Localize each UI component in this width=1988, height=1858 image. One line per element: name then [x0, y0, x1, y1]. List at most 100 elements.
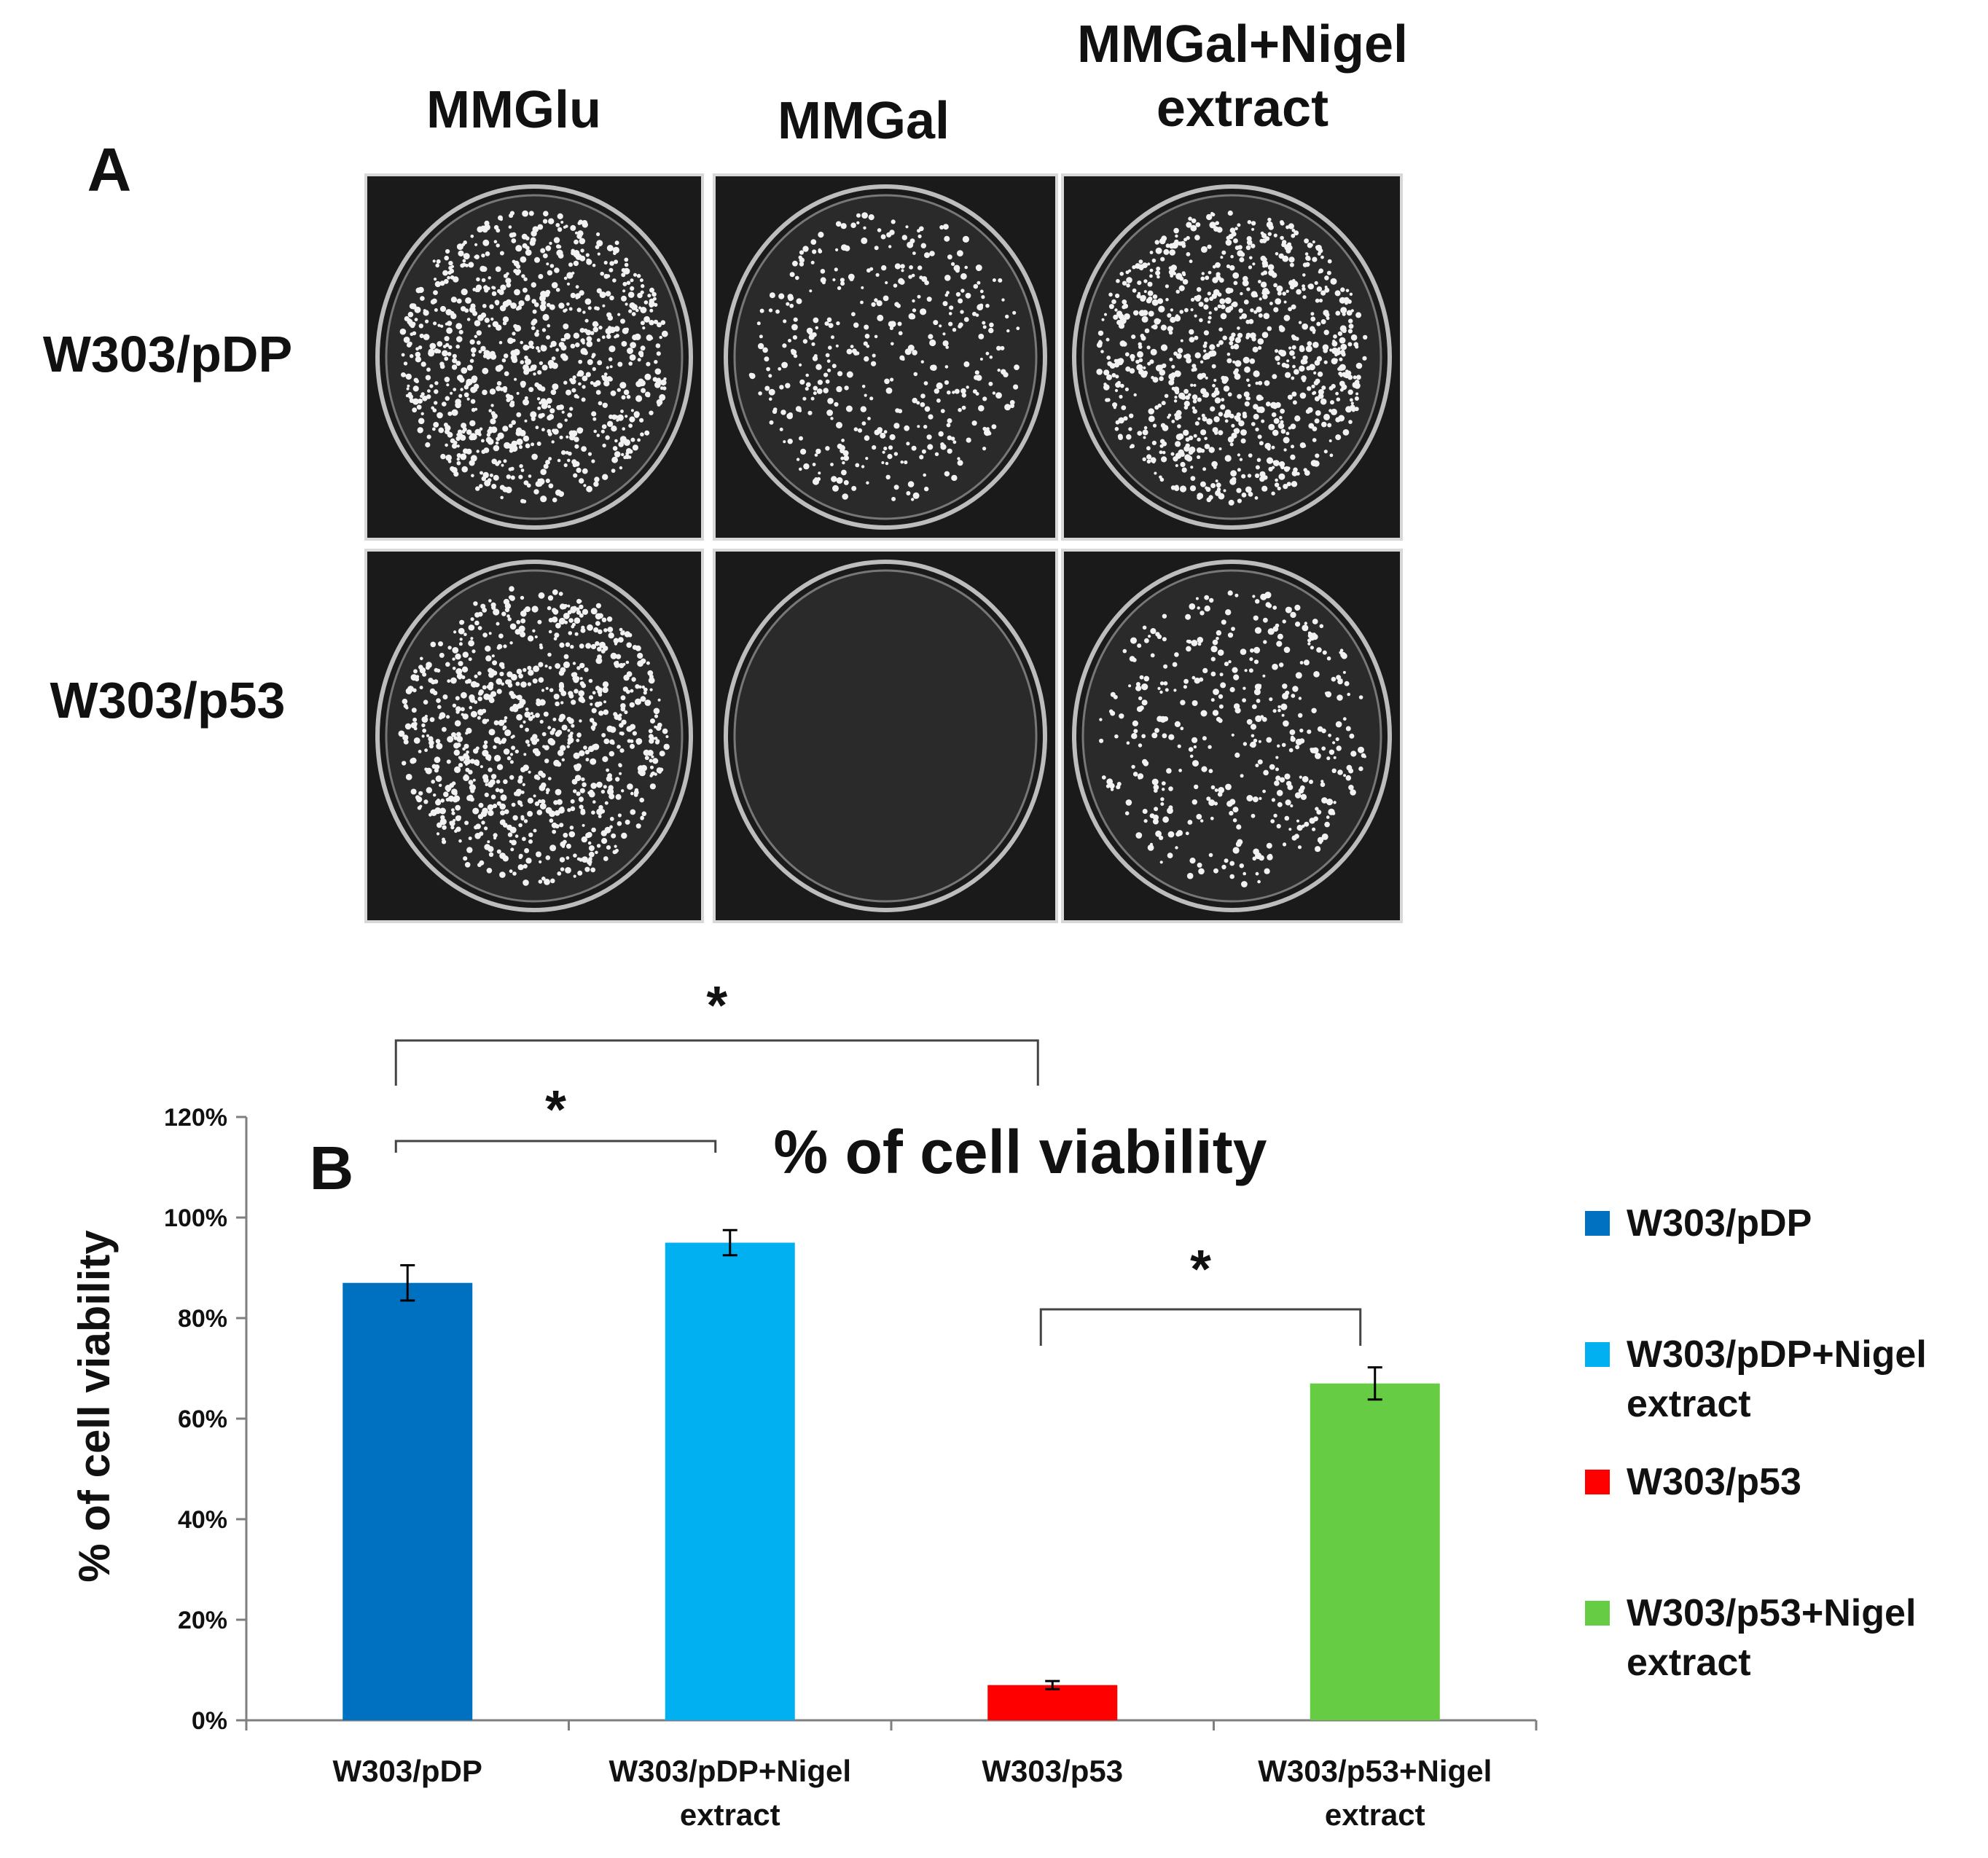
colony-dot	[1292, 686, 1299, 692]
colony-dot	[1241, 313, 1248, 319]
colony-dot	[586, 259, 592, 265]
colony-dot	[985, 303, 990, 308]
colony-dot	[1237, 326, 1240, 330]
colony-dot	[1269, 697, 1273, 702]
colony-dot	[1297, 845, 1302, 850]
colony-dot	[1197, 637, 1204, 643]
colony-dot	[1269, 764, 1275, 770]
colony-dot	[1156, 266, 1161, 271]
colony-dot	[806, 327, 813, 334]
colony-dot	[461, 423, 467, 429]
colony-dot	[1326, 799, 1334, 806]
colony-dot	[1285, 799, 1291, 806]
colony-dot	[445, 396, 450, 401]
colony-dot	[1216, 630, 1222, 636]
colony-dot	[466, 429, 472, 435]
colony-dot	[1316, 286, 1323, 292]
colony-dot	[1208, 799, 1216, 807]
colony-dot	[857, 428, 863, 433]
colony-dot	[1139, 675, 1144, 680]
colony-dot	[1326, 815, 1330, 819]
colony-dot	[412, 385, 419, 392]
colony-dot	[499, 251, 504, 256]
colony-dot	[1170, 452, 1175, 456]
colony-dot	[598, 710, 604, 716]
colony-dot	[488, 599, 492, 603]
colony-dot	[942, 340, 949, 347]
colony-dot	[1326, 316, 1330, 321]
colony-dot	[550, 340, 557, 347]
colony-dot	[1291, 391, 1297, 397]
colony-dot	[783, 440, 786, 444]
colony-dot	[426, 665, 430, 670]
colony-dot	[641, 388, 646, 393]
colony-dot	[1275, 478, 1278, 482]
colony-dot	[802, 396, 807, 401]
colony-dot	[1278, 349, 1284, 356]
colony-dot	[1194, 295, 1199, 301]
colony-dot	[511, 745, 516, 750]
colony-dot	[1185, 443, 1190, 448]
colony-dot	[1149, 274, 1153, 278]
colony-dot	[898, 331, 903, 336]
bar	[343, 1282, 473, 1720]
colony-dot	[1162, 733, 1167, 739]
colony-dot	[585, 758, 590, 761]
colony-dot	[1312, 438, 1317, 442]
colony-dot	[602, 443, 606, 448]
colony-dot	[1096, 369, 1103, 375]
colony-dot	[524, 848, 530, 853]
y-tick-label: 60%	[178, 1406, 227, 1433]
colony-dot	[1240, 774, 1244, 778]
colony-dot	[1180, 726, 1184, 731]
colony-dot	[550, 878, 555, 884]
colony-dot	[534, 801, 540, 807]
colony-dot	[1180, 240, 1186, 246]
colony-dot	[1155, 632, 1160, 637]
colony-dot	[544, 745, 549, 750]
colony-dot	[1202, 416, 1208, 422]
colony-dot	[1277, 744, 1280, 748]
colony-dot	[534, 302, 539, 307]
colony-dot	[563, 613, 570, 619]
colony-cluster	[398, 586, 670, 886]
colony-dot	[567, 458, 571, 463]
colony-dot	[1186, 235, 1190, 240]
colony-dot	[1291, 444, 1294, 449]
colony-dot	[759, 308, 764, 313]
colony-dot	[1204, 436, 1208, 441]
colony-dot	[533, 828, 537, 833]
colony-dot	[1126, 283, 1130, 288]
colony-dot	[1193, 383, 1197, 387]
colony-dot	[1324, 275, 1329, 281]
colony-dot	[474, 407, 478, 411]
colony-dot	[541, 772, 546, 778]
colony-dot	[540, 799, 546, 804]
colony-dot	[799, 436, 803, 441]
colony-dot	[402, 761, 407, 766]
colony-dot	[1129, 368, 1135, 374]
colony-dot	[482, 367, 489, 375]
colony-dot	[490, 418, 496, 425]
colony-dot	[602, 474, 608, 480]
colony-dot	[523, 765, 529, 772]
colony-dot	[944, 235, 950, 242]
colony-dot	[398, 730, 405, 737]
colony-dot	[1295, 337, 1299, 341]
colony-dot	[893, 423, 900, 429]
colony-dot	[1178, 769, 1182, 772]
colony-dot	[455, 668, 463, 675]
colony-dot	[501, 463, 504, 467]
colony-dot	[920, 402, 925, 407]
colony-dot	[1312, 331, 1315, 334]
colony-dot	[582, 608, 589, 615]
colony-dot	[576, 467, 582, 474]
colony-dot	[1174, 652, 1179, 657]
colony-dot	[423, 799, 428, 804]
colony-dot	[1281, 362, 1287, 368]
colony-dot	[609, 726, 617, 733]
colony-dot	[545, 788, 550, 793]
colony-dot	[766, 366, 770, 372]
colony-dot	[1348, 420, 1353, 424]
colony-dot	[1276, 285, 1283, 292]
